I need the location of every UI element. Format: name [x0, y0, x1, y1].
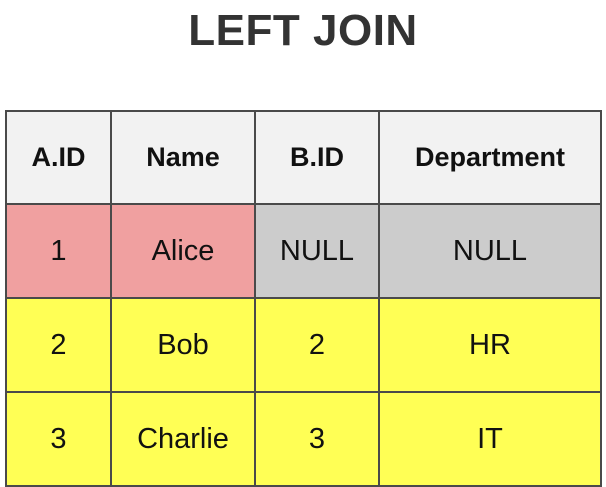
join-result-table: A.ID Name B.ID Department 1 Alice NULL N… [5, 110, 602, 487]
cell-department: HR [378, 297, 602, 393]
cell-b-id: 2 [254, 297, 380, 393]
diagram-title: LEFT JOIN [188, 6, 418, 55]
header-department: Department [378, 110, 602, 205]
cell-department: IT [378, 391, 602, 487]
cell-b-id: 3 [254, 391, 380, 487]
table-row: 3 Charlie 3 IT [5, 391, 602, 487]
cell-a-id: 2 [5, 297, 112, 393]
cell-name: Alice [110, 203, 256, 299]
cell-a-id: 1 [5, 203, 112, 299]
header-name: Name [110, 110, 256, 205]
cell-a-id: 3 [5, 391, 112, 487]
cell-b-id: NULL [254, 203, 380, 299]
table-row: 1 Alice NULL NULL [5, 203, 602, 299]
cell-name: Charlie [110, 391, 256, 487]
header-a-id: A.ID [5, 110, 112, 205]
table-row: 2 Bob 2 HR [5, 297, 602, 393]
cell-name: Bob [110, 297, 256, 393]
table-header-row: A.ID Name B.ID Department [5, 110, 602, 205]
cell-department: NULL [378, 203, 602, 299]
header-b-id: B.ID [254, 110, 380, 205]
